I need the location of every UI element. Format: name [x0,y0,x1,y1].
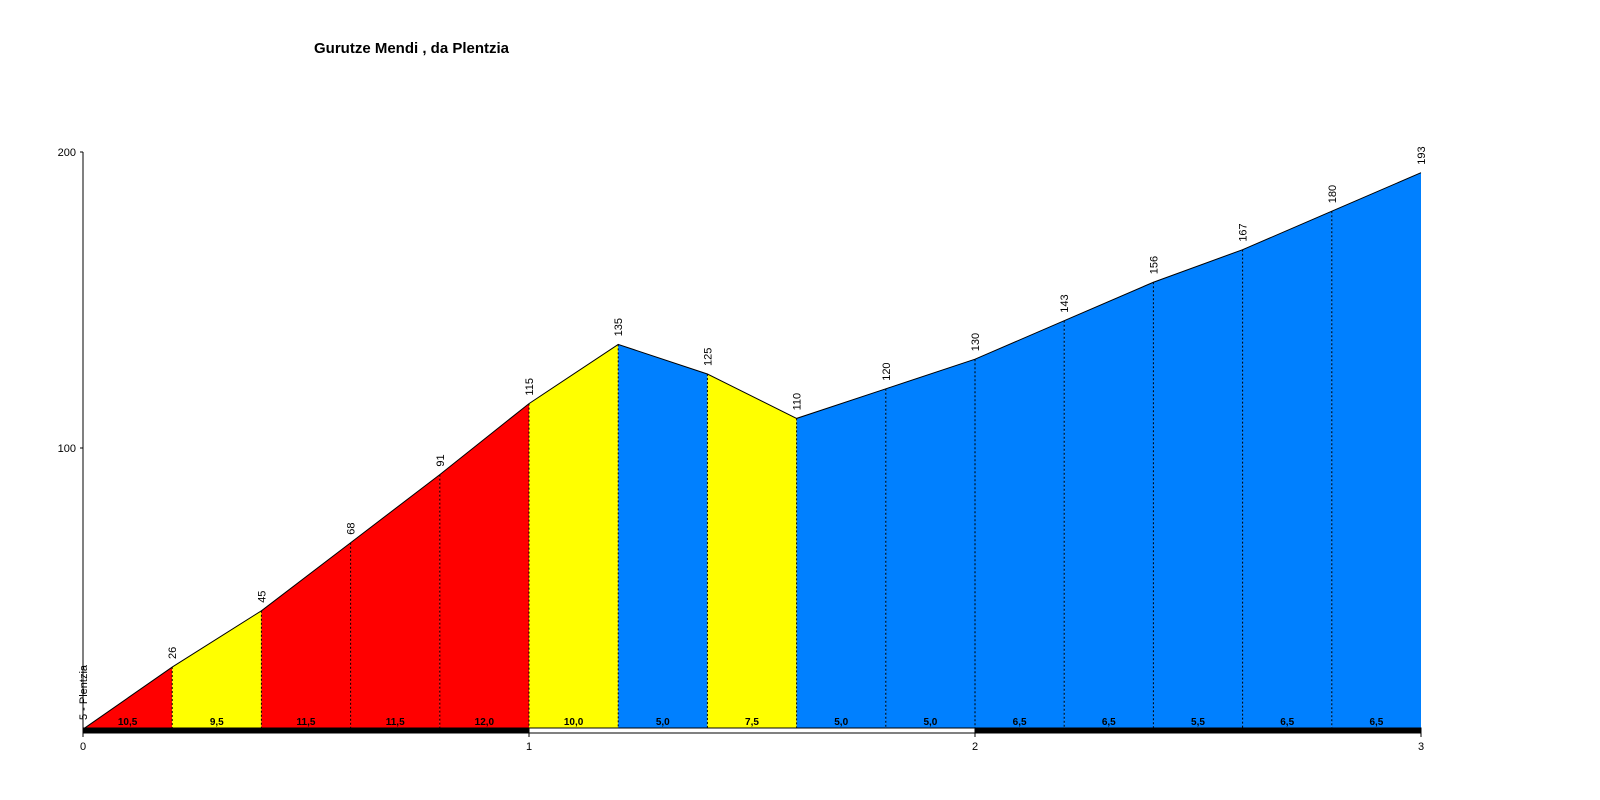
segment [1242,211,1332,728]
x-tick-label: 1 [526,741,532,753]
x-tick-label: 2 [972,741,978,753]
gradient-label: 12,0 [475,717,495,728]
gradient-label: 6,5 [1013,717,1027,728]
segment [1153,249,1243,728]
segment [975,320,1065,728]
elevation-label: 135 [613,318,625,336]
segment [172,610,262,728]
segment [261,542,351,728]
elevation-label: 167 [1238,223,1250,241]
elevation-label: 130 [970,333,982,351]
elevation-label: 26 [167,647,179,659]
elevation-label: 120 [881,362,893,380]
x-tick-label: 3 [1418,741,1424,753]
chart-title: Gurutze Mendi , da Plentzia [314,40,510,57]
gradient-label: 6,5 [1102,717,1116,728]
segment [1331,172,1421,729]
km-bar [82,727,530,734]
elevation-label: 91 [435,454,447,466]
elevation-label: 5 - Plentzia [78,664,90,720]
gradient-label: 10,5 [118,717,138,728]
gradient-label: 7,5 [745,717,759,728]
elevation-label: 125 [702,348,714,366]
y-tick-label: 200 [58,147,76,159]
gradient-label: 11,5 [386,717,405,728]
gradient-label: 5,5 [1191,717,1205,728]
segment [439,403,529,728]
segment [350,474,440,728]
gradient-label: 10,0 [564,717,584,728]
km-bar [528,727,976,734]
gradient-label: 5,0 [834,717,848,728]
segment [796,388,886,728]
elevation-label: 68 [346,522,358,534]
gradient-label: 5,0 [656,717,670,728]
elevation-label: 45 [256,591,268,603]
y-tick-label: 100 [58,443,76,455]
gradient-label: 9,5 [210,717,224,728]
segment [707,374,797,728]
elevation-label: 115 [524,378,536,396]
segment [618,344,708,728]
profile-line [82,172,1422,730]
gradient-label: 6,5 [1280,717,1294,728]
gradient-label: 5,0 [923,717,937,728]
segment [1064,282,1154,728]
elevation-label: 193 [1416,146,1428,164]
elevation-label: 143 [1059,294,1071,312]
km-bar [974,727,1422,734]
gradient-label: 6,5 [1369,717,1383,728]
elevation-label: 110 [792,393,804,411]
x-tick-label: 0 [80,741,86,753]
segment [529,344,619,728]
gradient-label: 11,5 [297,717,316,728]
elevation-label: 156 [1148,256,1160,274]
elevation-label: 180 [1327,185,1339,203]
segment [885,359,975,728]
